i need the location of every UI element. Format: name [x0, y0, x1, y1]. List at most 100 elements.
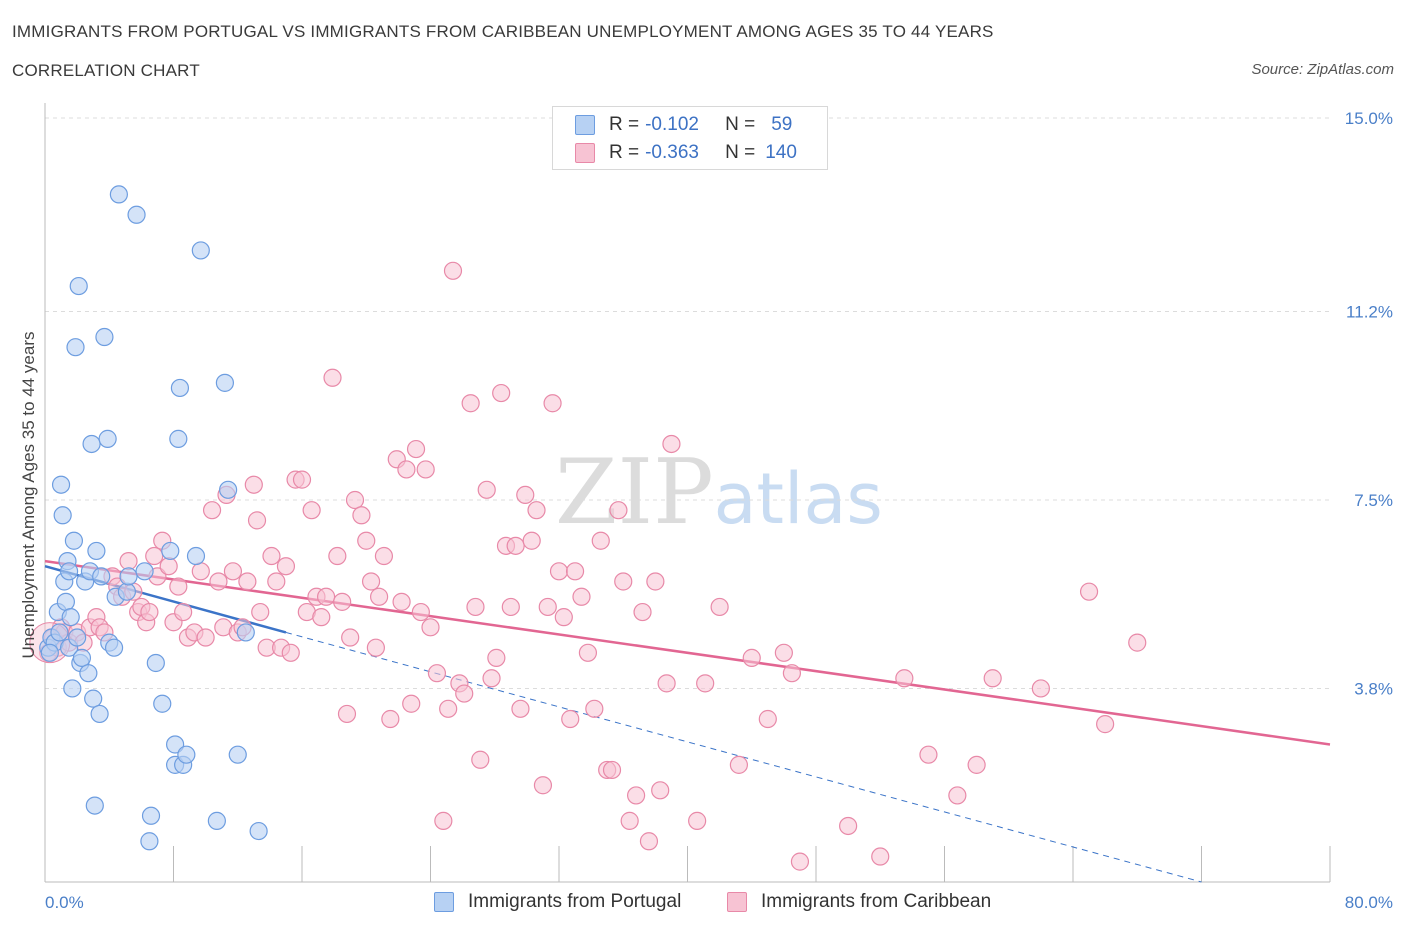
- caribbean-point: [292, 470, 312, 489]
- caribbean-point: [251, 602, 270, 622]
- portugal-point: [92, 567, 111, 586]
- caribbean-point: [402, 694, 421, 713]
- caribbean-point: [169, 577, 188, 596]
- legend-n-value-portugal: 59: [771, 114, 793, 135]
- caribbean-point: [159, 557, 178, 576]
- portugal-point: [186, 546, 206, 566]
- caribbean-point: [696, 674, 715, 693]
- caribbean-point: [416, 460, 435, 479]
- x-tick-label-min: 0.0%: [45, 893, 84, 912]
- caribbean-point: [609, 501, 628, 520]
- legend-n-label: N =: [725, 142, 756, 163]
- caribbean-points: [29, 261, 1147, 871]
- caribbean-point: [742, 648, 761, 667]
- portugal-point: [140, 832, 159, 851]
- legend-r-label: R =: [609, 142, 640, 163]
- caribbean-point: [1096, 715, 1115, 734]
- axes: [44, 103, 1331, 883]
- trend-lines: [44, 559, 1331, 883]
- caribbean-point: [662, 434, 681, 454]
- bottom-legend-label-portugal: Immigrants from Portugal: [468, 891, 682, 912]
- caribbean-point: [174, 602, 193, 622]
- portugal-point: [63, 679, 82, 698]
- caribbean-point: [406, 439, 426, 459]
- caribbean-point: [381, 709, 400, 729]
- portugal-point: [166, 735, 185, 754]
- grid-lines: [45, 117, 1330, 689]
- legend-r-value-portugal: -0.102: [645, 114, 699, 135]
- bottom-legend-swatch-caribbean: [727, 892, 747, 912]
- legend-row-caribbean: R = -0.363 N = 140: [575, 141, 797, 165]
- caribbean-point: [191, 562, 210, 581]
- portugal-point: [68, 628, 87, 647]
- caribbean-point: [397, 460, 416, 479]
- caribbean-point: [471, 750, 490, 769]
- y-tick-label: 3.8%: [1354, 679, 1393, 698]
- caribbean-point: [729, 755, 749, 774]
- caribbean-point: [455, 684, 474, 703]
- caribbean-point: [477, 480, 496, 499]
- caribbean-point: [312, 608, 331, 627]
- caribbean-point: [1079, 582, 1099, 601]
- portugal-point: [119, 567, 138, 586]
- caribbean-point: [967, 755, 986, 774]
- caribbean-point: [1031, 679, 1050, 698]
- caribbean-point: [323, 368, 342, 387]
- caribbean-point: [561, 709, 580, 729]
- caribbean-point: [506, 536, 525, 555]
- caribbean-point: [782, 664, 802, 683]
- portugal-point: [84, 689, 103, 708]
- bottom-legend-swatch-portugal: [434, 892, 454, 912]
- caribbean-point: [434, 811, 453, 830]
- caribbean-point: [948, 786, 967, 805]
- caribbean-point: [276, 557, 296, 576]
- caribbean-point: [895, 669, 914, 688]
- portugal-point: [135, 562, 154, 581]
- caribbean-point: [688, 811, 707, 830]
- caribbean-point: [1128, 633, 1147, 652]
- caribbean-point: [492, 383, 511, 403]
- caribbean-point: [527, 501, 546, 520]
- caribbean-point: [238, 572, 257, 591]
- caribbean-point: [341, 628, 360, 647]
- portugal-point: [51, 475, 71, 494]
- portugal-point: [82, 434, 101, 454]
- legend-n-value-caribbean: 140: [765, 142, 797, 163]
- portugal-point: [153, 694, 172, 713]
- caribbean-point: [501, 597, 520, 617]
- caribbean-point: [374, 546, 394, 566]
- caribbean-point: [145, 546, 164, 566]
- portugal-point: [64, 531, 84, 550]
- caribbean-point: [328, 546, 347, 566]
- caribbean-point: [482, 669, 501, 688]
- caribbean-point: [461, 394, 480, 413]
- caribbean-point: [247, 511, 267, 530]
- caribbean-point: [651, 781, 670, 800]
- portugal-point: [59, 562, 79, 581]
- caribbean-point: [337, 704, 357, 724]
- x-tick-label-max: 80.0%: [1345, 893, 1393, 912]
- caribbean-point: [626, 786, 646, 805]
- legend-n-label: N =: [725, 114, 756, 135]
- legend-r-value-caribbean: -0.363: [645, 142, 699, 163]
- caribbean-point: [223, 562, 243, 581]
- portugal-point: [161, 541, 180, 561]
- portugal-point: [191, 241, 210, 260]
- caribbean-point: [466, 597, 485, 617]
- caribbean-point: [533, 776, 553, 795]
- caribbean-point: [119, 552, 138, 571]
- caribbean-point: [511, 699, 530, 718]
- caribbean-point: [421, 618, 440, 637]
- caribbean-point: [657, 674, 676, 693]
- caribbean-point: [602, 760, 622, 780]
- legend-swatch-portugal: [575, 115, 595, 135]
- portugal-point: [170, 378, 190, 398]
- caribbean-point: [361, 572, 381, 591]
- bottom-legend-label-caribbean: Immigrants from Caribbean: [761, 891, 992, 912]
- watermark-atlas: atlas: [713, 458, 883, 540]
- portugal-point: [79, 664, 98, 683]
- portugal-point: [219, 480, 238, 499]
- portugal-point: [104, 638, 124, 657]
- caribbean-point: [427, 664, 447, 683]
- caribbean-trend-line: [44, 559, 1331, 746]
